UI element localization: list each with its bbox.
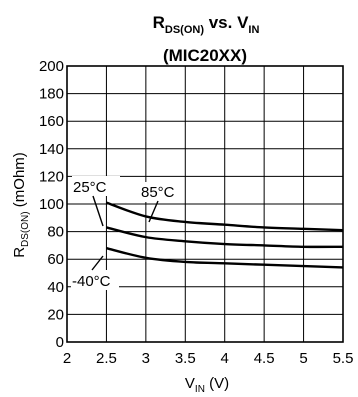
plot-frame [66,65,344,343]
x-tick-label: 2 [63,350,71,367]
x-axis-label-unit: (V) [205,375,229,392]
label-bg-25c [72,176,120,196]
y-axis-label-subscript: DS(ON) [20,211,31,247]
x-axis-label-subscript: IN [195,384,205,395]
y-tick-label: 140 [39,141,64,158]
x-tick-label: 5 [299,350,307,367]
x-tick-label: 4 [221,350,229,367]
x-tick-label: 2.5 [96,350,117,367]
leader-25c [92,195,104,227]
label-bg-minus40c [71,270,119,290]
series-minus40c-line [106,246,344,269]
series-label-25c: 25°C [73,179,107,196]
series-lines [106,201,344,269]
x-axis-label-main: V [185,375,195,392]
series-25c-line [106,226,344,249]
title-main-subscript: DS(ON) [165,24,204,36]
series-85c-line [106,201,344,232]
y-tick-label: 40 [47,279,64,296]
leader-minus40c [91,255,104,271]
chart-subtitle: (MIC20XX) [163,46,247,65]
y-axis-label-unit: (mOhm) [11,152,28,211]
leader-85c [148,200,159,223]
series-label-85c: 85°C [141,184,175,201]
y-axis-label: RDS(ON) (mOhm) [11,152,31,258]
y-tick-label: 180 [39,86,64,103]
x-axis-label: VIN (V) [185,375,229,395]
y-tick-label: 160 [39,113,64,130]
y-tick-label: 0 [56,334,64,351]
y-tick-label: 200 [39,58,64,75]
title-mid: vs. V [204,13,249,32]
y-tick-label: 60 [47,251,64,268]
y-tick-label: 120 [39,168,64,185]
x-tick-label: 3.5 [175,350,196,367]
x-tick-label: 3 [142,350,150,367]
x-tick-label: 4.5 [254,350,275,367]
y-tick-label: 100 [39,196,64,213]
y-tick-label: 20 [47,306,64,323]
x-tick-label: 5.5 [333,350,354,367]
label-bg-85c [140,182,184,202]
chart-title: RDS(ON) vs. VIN [153,13,260,36]
title-main: R [153,13,165,32]
title-mid-subscript: IN [248,24,259,36]
tick-labels: 2 2.5 3 3.5 4 4.5 5 5.5 0 20 40 60 80 100 120 140 160 180… [39,58,353,367]
series-label-minus40c: -40°C [72,273,111,290]
y-axis-label-main: R [11,247,28,258]
y-tick-label: 80 [47,224,64,241]
